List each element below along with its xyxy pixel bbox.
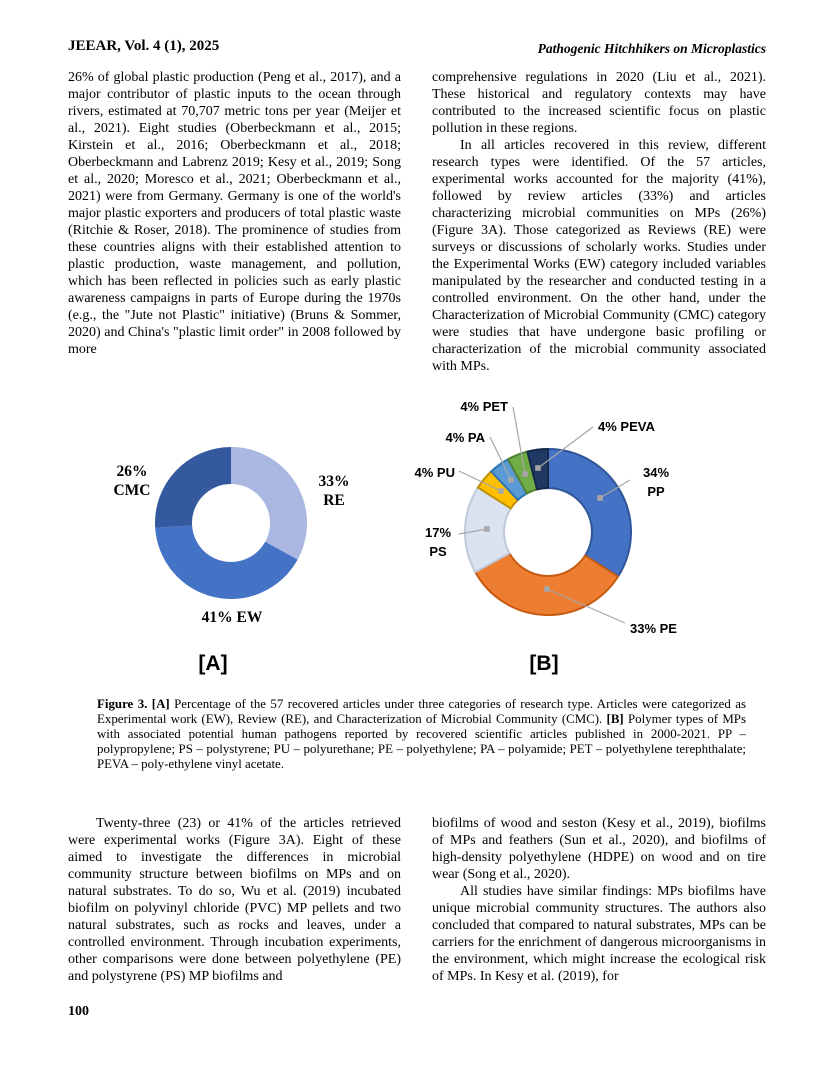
body-column-right-lower: biofilms of wood and seston (Kesy et al.… bbox=[432, 815, 766, 985]
caption-figure-number: Figure 3. bbox=[97, 697, 148, 711]
leader-line-pa bbox=[489, 436, 512, 481]
leader-marker-pe bbox=[544, 586, 550, 592]
slice-label-ps: 17% bbox=[425, 525, 451, 540]
slice-label-cmc: 26% bbox=[117, 463, 148, 480]
slice-label-peva: 4% PEVA bbox=[598, 419, 655, 434]
donut-slice-pe bbox=[474, 552, 620, 616]
donut-slice-re bbox=[231, 447, 307, 560]
donut-slice-cmc bbox=[155, 447, 231, 528]
caption-b-text: Polymer types of MPs with associated pot… bbox=[97, 712, 746, 771]
leader-line-pp bbox=[599, 479, 631, 499]
body-column-right: comprehensive regulations in 2020 (Liu e… bbox=[432, 69, 766, 375]
page-number: 100 bbox=[68, 1004, 89, 1019]
panel-a-label: [A] bbox=[198, 652, 228, 675]
slice-label-cmc: CMC bbox=[113, 482, 150, 499]
caption-a-text: Percentage of the 57 recovered articles … bbox=[97, 697, 746, 726]
leader-marker-ps bbox=[484, 526, 490, 532]
leader-marker-pu bbox=[498, 488, 504, 494]
panel-b-label: [B] bbox=[529, 652, 559, 675]
leader-marker-pa bbox=[508, 477, 514, 483]
slice-label-pet: 4% PET bbox=[460, 399, 508, 414]
slice-label-ps: PS bbox=[429, 544, 447, 559]
slice-label-re: 33% bbox=[319, 473, 350, 490]
donut-chart-polymer-types: 34% PP 33% PE 17% PS 4% PU 4% PA 4% PET 4% PEVA bbox=[415, 399, 678, 636]
paragraph: biofilms of wood and seston (Kesy et al.… bbox=[432, 816, 766, 882]
paragraph: All studies have similar findings: MPs b… bbox=[432, 884, 766, 984]
caption-a-marker: [A] bbox=[151, 697, 170, 711]
journal-header: JEEAR, Vol. 4 (1), 2025 bbox=[68, 38, 220, 54]
leader-line-pu bbox=[458, 470, 502, 492]
leader-marker-peva bbox=[535, 465, 541, 471]
leader-marker-pet bbox=[522, 471, 528, 477]
donut-slice-ew bbox=[155, 525, 298, 599]
leader-line-peva bbox=[537, 426, 594, 469]
paragraph: Twenty-three (23) or 41% of the articles… bbox=[68, 816, 401, 984]
figure-caption: Figure 3. [A] Percentage of the 57 recov… bbox=[97, 697, 746, 772]
leader-marker-pp bbox=[597, 495, 603, 501]
slice-label-ew: 41% EW bbox=[202, 609, 263, 626]
leader-line-pet bbox=[512, 406, 526, 475]
leader-line-ps bbox=[458, 528, 488, 535]
paragraph: 26% of global plastic production (Peng e… bbox=[68, 70, 401, 357]
body-column-left: 26% of global plastic production (Peng e… bbox=[68, 69, 401, 358]
caption-b-marker: [B] bbox=[606, 712, 624, 726]
running-title: Pathogenic Hitchhikers on Microplastics bbox=[537, 41, 766, 56]
body-column-left-lower: Twenty-three (23) or 41% of the articles… bbox=[68, 815, 401, 985]
slice-label-pp: PP bbox=[647, 484, 665, 499]
slice-label-pa: 4% PA bbox=[446, 430, 486, 445]
slice-label-pu: 4% PU bbox=[415, 465, 455, 480]
paragraph: comprehensive regulations in 2020 (Liu e… bbox=[432, 70, 766, 136]
donut-chart-research-types: 33% RE 41% EW 26% CMC bbox=[113, 447, 350, 626]
leader-line-pe bbox=[546, 588, 626, 624]
slice-label-re: RE bbox=[323, 492, 345, 509]
slice-label-pp: 34% bbox=[643, 465, 669, 480]
donut-slice-pp bbox=[547, 448, 632, 578]
paragraph: In all articles recovered in this review… bbox=[432, 138, 766, 374]
slice-label-pe: 33% PE bbox=[630, 621, 677, 636]
